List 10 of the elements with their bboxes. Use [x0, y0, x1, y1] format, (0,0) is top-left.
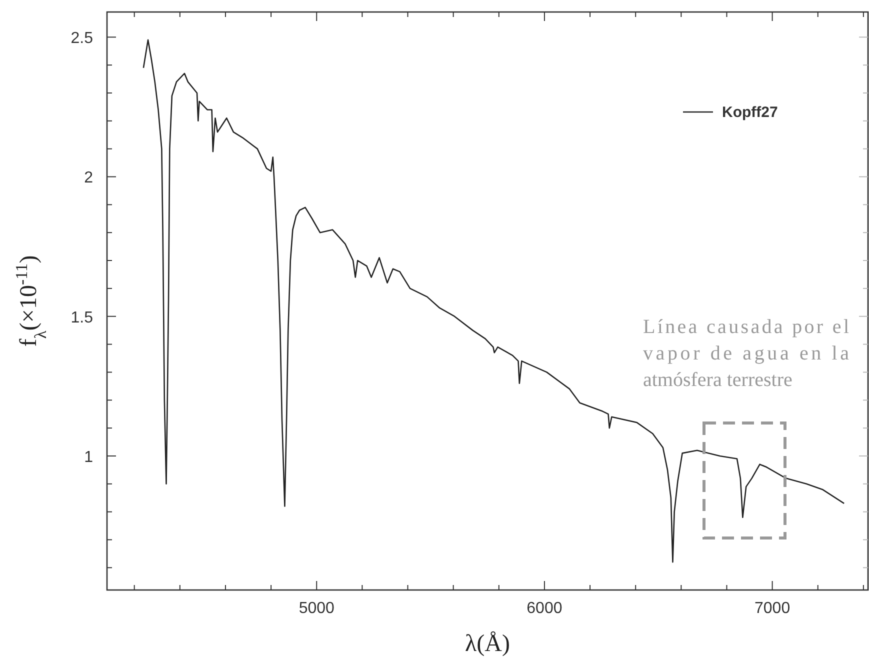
annotation: Línea causada por el vapor de agua en la atmósfera terrestre [643, 316, 850, 391]
x-tick-label: 5000 [298, 600, 335, 617]
x-tick-label: 7000 [754, 600, 790, 617]
x-axis-title: λ(Å) [465, 631, 510, 657]
legend-label: Kopff27 [722, 104, 778, 121]
y-tick-label: 2.5 [70, 30, 94, 48]
x-tick-label: 6000 [526, 600, 562, 617]
y-tick-label: 1.5 [70, 309, 94, 326]
y-tick-label: 2 [84, 170, 94, 187]
y-tick-label: 1 [84, 448, 94, 466]
